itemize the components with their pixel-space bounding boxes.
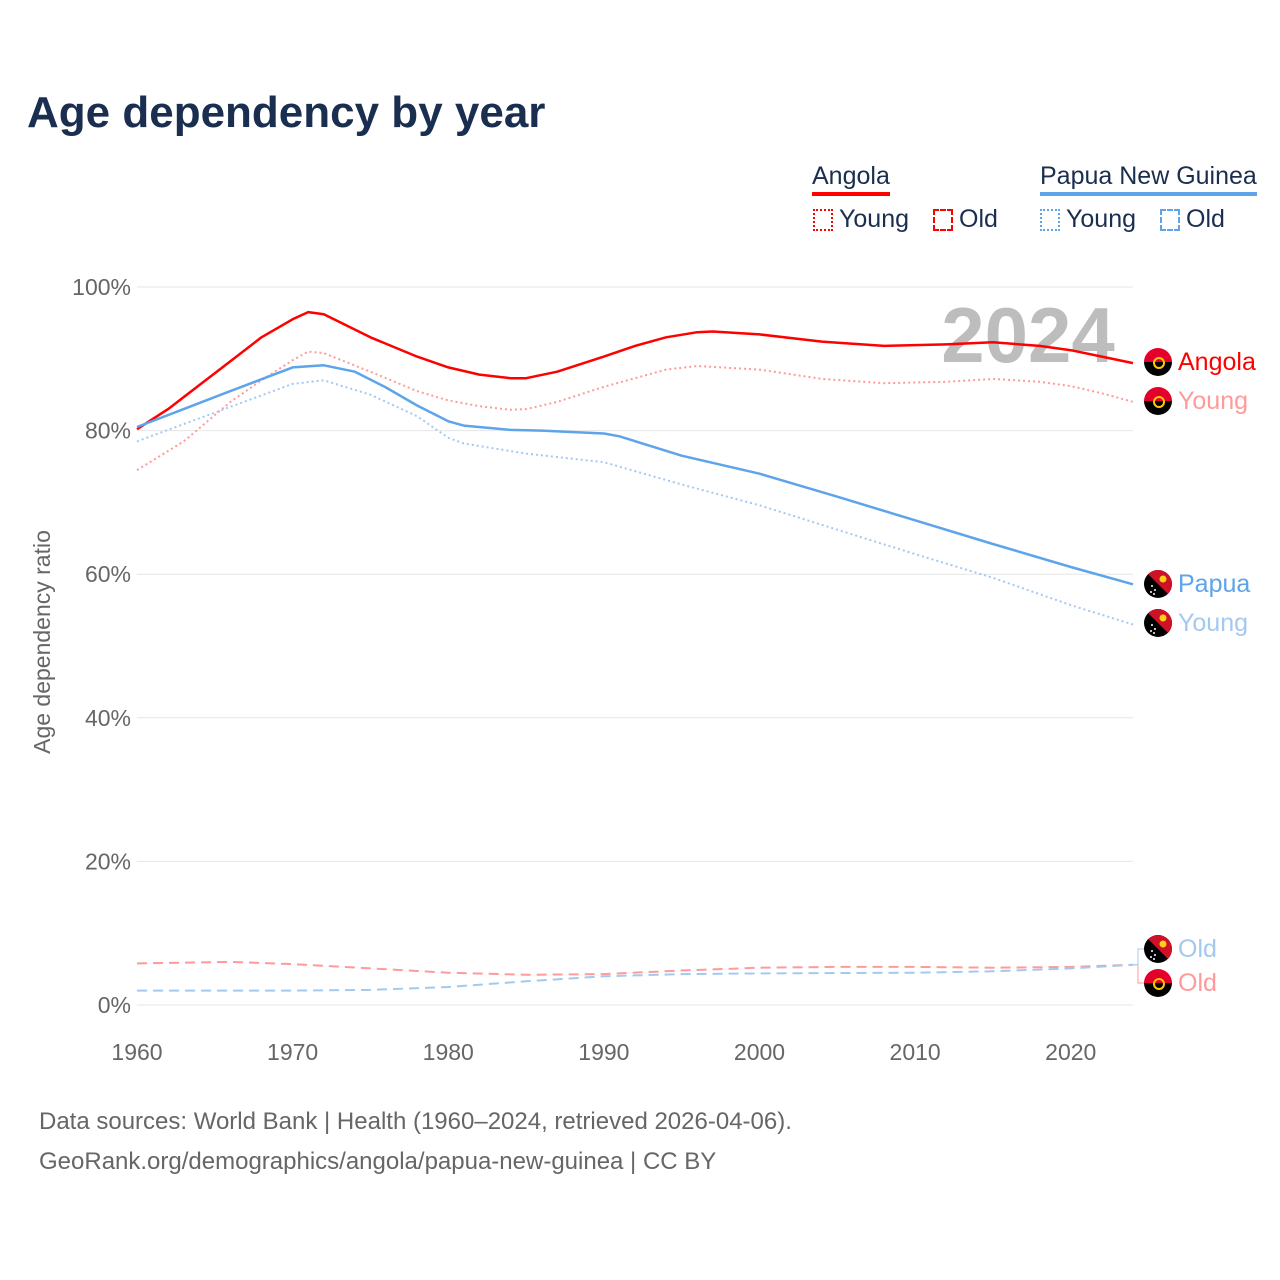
legend-label: Young (839, 205, 909, 233)
flag-body (1144, 935, 1172, 963)
flag-body (1144, 969, 1172, 997)
dotted-swatch-icon (1040, 208, 1060, 231)
flag-star (1150, 630, 1152, 632)
x-tick-label: 2010 (890, 1039, 941, 1065)
series-line-angola-old (136, 960, 1134, 976)
legend-angola-young[interactable]: Young (813, 205, 909, 234)
flag-star (1153, 632, 1155, 634)
page-title: Age dependency by year (27, 88, 546, 137)
x-tick-label: 1990 (578, 1039, 629, 1065)
flag-png-icon (1144, 935, 1172, 963)
end-label: Young (1178, 609, 1248, 637)
footer-link[interactable]: GeoRank.org/demographics/angola/papua-ne… (39, 1148, 717, 1175)
flag-star (1151, 950, 1153, 952)
end-label: Old (1178, 969, 1217, 997)
legend-png[interactable]: Papua New Guinea (1040, 162, 1257, 196)
x-tick-label: 1960 (111, 1039, 162, 1065)
flag-angola-icon (1144, 387, 1172, 415)
legend-label: Old (1186, 205, 1225, 233)
y-tick-label: 60% (85, 561, 131, 587)
end-label: Papua (1178, 570, 1250, 598)
label-connector (1133, 964, 1145, 984)
legend-label: Old (959, 205, 998, 233)
flag-png-icon (1144, 570, 1172, 598)
label-connector (1133, 948, 1145, 966)
dotted-swatch-icon (813, 208, 833, 231)
flag-emblem (1153, 357, 1165, 369)
legend-png-old[interactable]: Old (1160, 205, 1225, 234)
flag-star (1151, 624, 1153, 626)
end-label: Old (1178, 935, 1217, 963)
flag-emblem (1153, 978, 1165, 990)
y-tick-label: 0% (98, 992, 131, 1018)
flag-body (1144, 570, 1172, 598)
flag-star (1153, 593, 1155, 595)
y-tick-label: 100% (72, 274, 131, 300)
legend-png-young[interactable]: Young (1040, 205, 1136, 234)
flag-body (1144, 609, 1172, 637)
x-tick-label: 1970 (267, 1039, 318, 1065)
flag-black (1144, 362, 1172, 376)
x-tick-label: 1980 (423, 1039, 474, 1065)
legend-angola[interactable]: Angola (812, 162, 890, 196)
flag-black (1144, 983, 1172, 997)
end-label: Young (1178, 387, 1248, 415)
flag-body (1144, 348, 1172, 376)
flag-star (1150, 956, 1152, 958)
dashed-swatch-icon (1160, 208, 1180, 231)
y-tick-label: 40% (85, 705, 131, 731)
series-line-papua-new-guinea (136, 364, 1134, 586)
flag-angola-icon (1144, 348, 1172, 376)
flag-star (1150, 591, 1152, 593)
flag-black (1144, 401, 1172, 415)
legend-angola-old[interactable]: Old (933, 205, 998, 234)
series-line-papua-new-guinea-young (136, 379, 1134, 626)
flag-star (1154, 589, 1156, 591)
flag-red (1144, 387, 1172, 401)
flag-emblem (1153, 396, 1165, 408)
flag-star (1154, 628, 1156, 630)
flag-star (1154, 954, 1156, 956)
flag-png-icon (1144, 609, 1172, 637)
flag-bird (1159, 575, 1167, 583)
flag-bird (1159, 940, 1167, 948)
flag-bird (1159, 614, 1167, 622)
y-tick-label: 80% (85, 418, 131, 444)
year-watermark: 2024 (941, 291, 1115, 379)
dashed-swatch-icon (933, 208, 953, 231)
flag-body (1144, 387, 1172, 415)
legend-label: Young (1066, 205, 1136, 233)
series-line-angola (136, 310, 1134, 431)
flag-star (1151, 585, 1153, 587)
footer-sources: Data sources: World Bank | Health (1960–… (39, 1108, 792, 1135)
x-tick-label: 2000 (734, 1039, 785, 1065)
flag-star (1153, 958, 1155, 960)
end-label: Angola (1178, 348, 1256, 376)
y-tick-label: 20% (85, 848, 131, 874)
series-line-papua-new-guinea-old (137, 963, 1134, 992)
x-tick-label: 2020 (1045, 1039, 1096, 1065)
y-axis-label: Age dependency ratio (29, 530, 55, 754)
flag-angola-icon (1144, 969, 1172, 997)
flag-red (1144, 348, 1172, 362)
flag-red (1144, 969, 1172, 983)
